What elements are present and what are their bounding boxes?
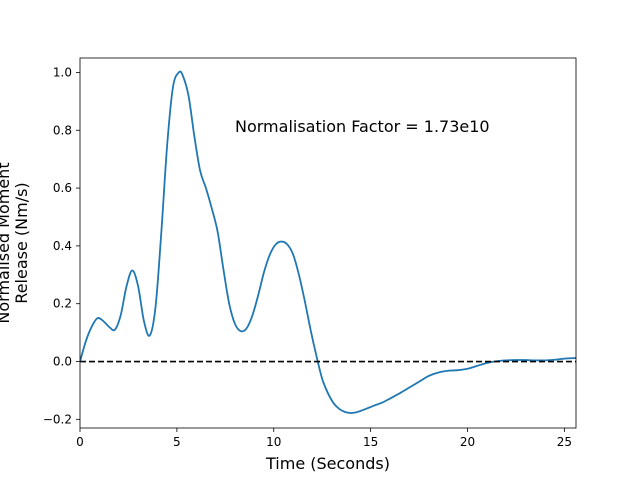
annotation-text: Normalisation Factor = 1.73e10 xyxy=(235,117,490,136)
x-tick-label: 20 xyxy=(460,435,475,449)
y-tick-label: 0.4 xyxy=(53,239,72,253)
x-tick-label: 5 xyxy=(173,435,181,449)
x-tick-label: 15 xyxy=(363,435,378,449)
x-axis: 0 5 10 15 20 25 xyxy=(76,428,572,449)
y-tick-label: −0.2 xyxy=(43,412,72,426)
x-tick-label: 10 xyxy=(266,435,281,449)
y-tick-label: 0.0 xyxy=(53,355,72,369)
y-axis: −0.2 0.0 0.2 0.4 0.6 0.8 1.0 xyxy=(43,65,80,426)
plot-frame xyxy=(79,57,577,429)
y-tick-label: 0.8 xyxy=(53,123,72,137)
series-line-0 xyxy=(80,70,576,414)
x-tick-label: 0 xyxy=(76,435,84,449)
x-tick-label: 25 xyxy=(557,435,572,449)
y-tick-label: 0.6 xyxy=(53,181,72,195)
y-tick-label: 0.2 xyxy=(53,297,72,311)
y-axis-label-line-2: Release (Nm/s) xyxy=(12,182,31,303)
y-tick-label: 1.0 xyxy=(53,65,72,79)
x-axis-label: Time (Seconds) xyxy=(265,454,390,473)
plot-background xyxy=(80,58,576,428)
y-axis-label-line-1: Normalised Moment xyxy=(0,162,13,323)
